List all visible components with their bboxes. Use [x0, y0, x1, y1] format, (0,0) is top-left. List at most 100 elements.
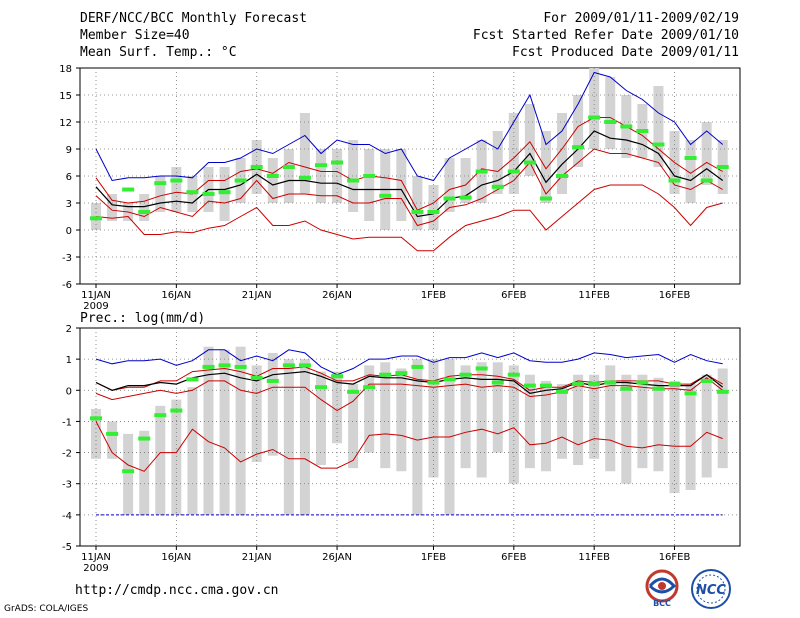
y-tick-label: -4 — [62, 511, 72, 522]
x-tick-year-label: 2009 — [83, 563, 108, 574]
mean-marker — [138, 210, 151, 214]
forecast-start-date: Fcst Started Refer Date 2009/01/10 — [472, 28, 739, 43]
mean-marker — [588, 382, 601, 387]
ensemble-box — [460, 158, 471, 203]
ensemble-box — [573, 95, 584, 167]
mean-marker — [218, 363, 231, 368]
mean-marker — [523, 383, 536, 388]
mean-marker — [411, 210, 424, 214]
ensemble-box — [524, 374, 535, 469]
bcc-logo-text: BCC — [653, 599, 671, 608]
x-tick-label: 11FEB — [578, 290, 610, 301]
y-tick-label: 12 — [59, 118, 72, 129]
ensemble-box — [348, 384, 359, 469]
x-tick-label: 11JAN — [81, 552, 111, 563]
ensemble-box — [364, 365, 375, 453]
ensemble-box — [492, 131, 503, 194]
x-tick-label: 6FEB — [501, 290, 526, 301]
mean-marker — [395, 371, 408, 376]
mean-marker — [427, 210, 440, 214]
ensemble-box — [605, 365, 616, 472]
ensemble-box — [267, 158, 278, 203]
ensemble-box — [412, 176, 423, 230]
ensemble-box — [701, 374, 712, 478]
mean-marker — [411, 364, 424, 369]
mean-marker — [572, 145, 585, 150]
mean-marker — [604, 380, 617, 385]
ncc-logo-text: NCC — [696, 583, 726, 598]
ensemble-box — [717, 368, 728, 469]
ensemble-box — [412, 359, 423, 515]
mean-marker — [636, 380, 649, 385]
mean-marker — [250, 165, 263, 169]
ncc-logo: NCC — [691, 569, 731, 609]
ensemble-box — [364, 149, 375, 221]
ensemble-box — [91, 408, 101, 459]
series-min-line — [95, 421, 723, 472]
x-tick-label: 26JAN — [322, 290, 352, 301]
mean-marker — [379, 193, 392, 198]
ensemble-box — [476, 362, 487, 478]
mean-marker — [684, 156, 697, 160]
bcc-logo: BCC — [645, 569, 679, 608]
ensemble-box — [107, 421, 118, 459]
ensemble-box — [621, 374, 632, 484]
ensemble-box — [444, 158, 455, 212]
mean-marker — [186, 377, 199, 382]
series-upper-line — [95, 117, 723, 211]
mean-marker — [668, 178, 681, 183]
mean-marker — [331, 374, 344, 379]
mean-marker — [347, 389, 360, 394]
mean-marker — [652, 142, 665, 147]
ensemble-box — [573, 374, 584, 466]
mean-marker — [572, 382, 585, 387]
mean-marker — [379, 372, 392, 377]
mean-marker — [90, 416, 102, 421]
x-tick-label: 21JAN — [242, 290, 272, 301]
mean-marker — [154, 181, 167, 186]
y-tick-label: -3 — [62, 480, 72, 491]
ensemble-box — [540, 131, 551, 203]
mean-marker — [202, 364, 215, 369]
mean-marker — [218, 190, 231, 195]
mean-marker — [443, 196, 456, 201]
mean-marker — [250, 375, 263, 380]
y-tick-label: 0 — [66, 386, 72, 397]
source-url[interactable]: http://cmdp.ncc.cma.gov.cn — [75, 583, 279, 598]
ensemble-box — [492, 362, 503, 453]
ensemble-box — [557, 113, 568, 194]
mean-marker — [298, 175, 311, 180]
member-size: Member Size=40 — [80, 28, 190, 43]
mean-marker — [90, 216, 102, 221]
x-tick-label: 16JAN — [161, 552, 191, 563]
y-tick-label: 1 — [66, 355, 72, 366]
ensemble-box — [396, 368, 407, 472]
mean-marker — [331, 160, 344, 165]
y-tick-label: 6 — [66, 172, 72, 183]
series-mean-line — [95, 370, 724, 395]
mean-marker — [282, 363, 295, 368]
mean-marker — [443, 377, 456, 382]
series-upper-line — [95, 366, 723, 391]
y-tick-label: -6 — [62, 280, 72, 291]
ensemble-box — [155, 176, 166, 212]
mean-marker — [122, 469, 135, 474]
y-tick-label: -2 — [62, 449, 72, 460]
header-left: DERF/NCC/BCC Monthly Forecast Member Size… — [80, 10, 307, 61]
mean-marker — [282, 165, 295, 169]
y-tick-label: 3 — [66, 199, 72, 210]
mean-marker — [298, 363, 311, 368]
ensemble-box — [235, 346, 246, 515]
mean-marker — [154, 413, 167, 418]
ensemble-box — [524, 104, 535, 176]
x-tick-label: 16FEB — [659, 552, 691, 563]
ensemble-box — [251, 365, 262, 462]
x-tick-label: 16FEB — [659, 290, 691, 301]
ensemble-box — [171, 167, 182, 212]
y-tick-label: 15 — [59, 91, 72, 102]
ensemble-box — [557, 384, 568, 459]
ensemble-box — [283, 359, 294, 515]
